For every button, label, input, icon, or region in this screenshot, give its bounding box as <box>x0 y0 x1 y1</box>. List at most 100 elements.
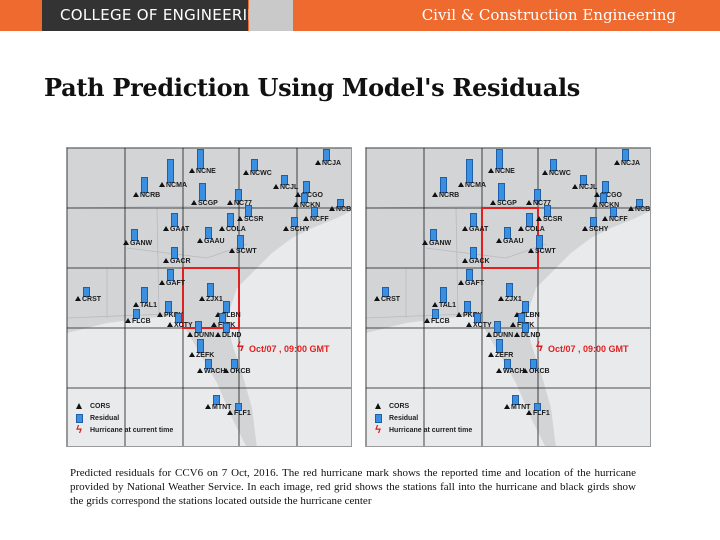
legend-hurricane-label: Hurricane at current time <box>90 426 174 434</box>
residual-bar-icon <box>131 229 138 241</box>
hurricane-bolt-icon: ϟ <box>72 424 86 436</box>
hurricane-time-label: Oct/07 , 09:00 GMT <box>249 344 330 354</box>
triangle-icon <box>125 318 131 323</box>
residual-bar-icon <box>536 235 543 249</box>
state-border-3 <box>455 207 459 317</box>
station-label: DUNN <box>194 332 215 339</box>
station-nckn: NCKN <box>293 202 320 209</box>
residual-bar-icon <box>205 359 212 369</box>
station-label: PKRY <box>463 312 483 319</box>
triangle-icon <box>490 200 496 205</box>
triangle-icon <box>133 192 139 197</box>
station-label: NCJA <box>322 160 342 167</box>
station-label: DUNN <box>493 332 514 339</box>
station-ncjl: NCJL <box>273 184 298 191</box>
residual-bar-icon <box>133 309 140 319</box>
station-ncja: NCJA <box>315 160 341 167</box>
station-label: NCJL <box>579 184 598 191</box>
station-gack: GACK <box>462 258 490 265</box>
station-mtnt: MTNT <box>504 404 530 411</box>
station-wach: WACH <box>197 368 225 375</box>
station-label: CRST <box>82 296 102 303</box>
station-dlnd: DLND <box>514 332 540 339</box>
triangle-icon <box>159 280 165 285</box>
station-label: SCHY <box>589 226 609 233</box>
residual-bar-icon <box>470 213 477 227</box>
station-label: GAAT <box>469 226 489 233</box>
station-dunn: DUNN <box>187 332 214 339</box>
residual-bar-icon <box>504 227 511 239</box>
residual-bar-icon <box>213 395 220 405</box>
station-okcb: OKCB <box>223 368 251 375</box>
triangle-icon <box>496 238 502 243</box>
residual-bar-icon <box>223 323 230 333</box>
station-nckn: NCKN <box>592 202 619 209</box>
station-ncgo: NCGO <box>295 192 323 199</box>
station-label: XCTY <box>174 322 193 329</box>
station-flf1: FLF1 <box>526 410 550 417</box>
triangle-icon <box>594 192 600 197</box>
triangle-icon <box>514 332 520 337</box>
hurricane-bolt-icon: ϟ <box>237 339 244 354</box>
station-label: GANW <box>429 240 452 247</box>
station-flbn: FLBN <box>215 312 241 319</box>
station-label: NCWC <box>250 170 272 177</box>
station-gacr: GACR <box>163 258 191 265</box>
legend-cors-label: CORS <box>90 402 111 410</box>
residual-bar-icon <box>440 287 447 303</box>
residual-bar-icon <box>496 149 503 169</box>
station-zjx1: ZJX1 <box>199 296 223 303</box>
residual-bar-icon <box>197 149 204 169</box>
residual-bar-icon <box>207 283 214 297</box>
residual-bar-icon <box>235 189 242 201</box>
triangle-icon <box>542 170 548 175</box>
station-flcb: FLCB <box>125 318 151 325</box>
header-bar: COLLEGE OF ENGINEERING Civil & Construct… <box>0 0 720 31</box>
triangle-icon <box>159 182 165 187</box>
station-cola: COLA <box>219 226 246 233</box>
residual-bar-icon <box>590 217 597 227</box>
triangle-icon <box>424 318 430 323</box>
station-label: NCGO <box>302 192 323 199</box>
station-label: GAAT <box>170 226 190 233</box>
residual-bar-icon <box>530 359 537 369</box>
residual-bar-icon <box>141 287 148 303</box>
station-label: XCTY <box>473 322 492 329</box>
triangle-icon <box>163 258 169 263</box>
triangle-icon <box>458 182 464 187</box>
station-label: FLF1 <box>234 410 251 417</box>
hurricane-grid-cell <box>182 267 240 329</box>
station-label: NCGO <box>601 192 622 199</box>
residual-bar-icon <box>251 159 258 171</box>
triangle-icon <box>510 322 516 327</box>
triangle-icon <box>197 238 203 243</box>
residual-bar-icon <box>171 213 178 227</box>
station-cola: COLA <box>518 226 545 233</box>
residual-bar-icon <box>382 287 389 297</box>
station-label: SCWT <box>236 248 257 255</box>
residual-bar-icon <box>506 283 513 297</box>
residual-bar-icon <box>83 287 90 297</box>
college-logo-block <box>42 0 248 31</box>
station-label: FLBN <box>222 312 241 319</box>
residual-bar-icon <box>522 301 529 313</box>
triangle-icon <box>215 312 221 317</box>
triangle-icon <box>371 403 385 409</box>
station-label: ZEFK <box>196 352 215 359</box>
triangle-icon <box>167 322 173 327</box>
triangle-icon <box>462 258 468 263</box>
residual-bar-icon <box>175 313 182 323</box>
residual-bar-icon <box>496 339 503 353</box>
station-label: NCJA <box>621 160 641 167</box>
station-ncwc: NCWC <box>243 170 272 177</box>
residual-bar-icon <box>432 309 439 319</box>
residual-bar-icon <box>636 199 643 207</box>
station-label: MTNT <box>511 404 531 411</box>
triangle-icon <box>488 168 494 173</box>
triangle-icon <box>456 312 462 317</box>
triangle-icon <box>329 206 335 211</box>
station-schy: SCHY <box>283 226 309 233</box>
triangle-icon <box>75 296 81 301</box>
station-gaft: GAFT <box>159 280 185 287</box>
station-label: NC77 <box>533 200 551 207</box>
